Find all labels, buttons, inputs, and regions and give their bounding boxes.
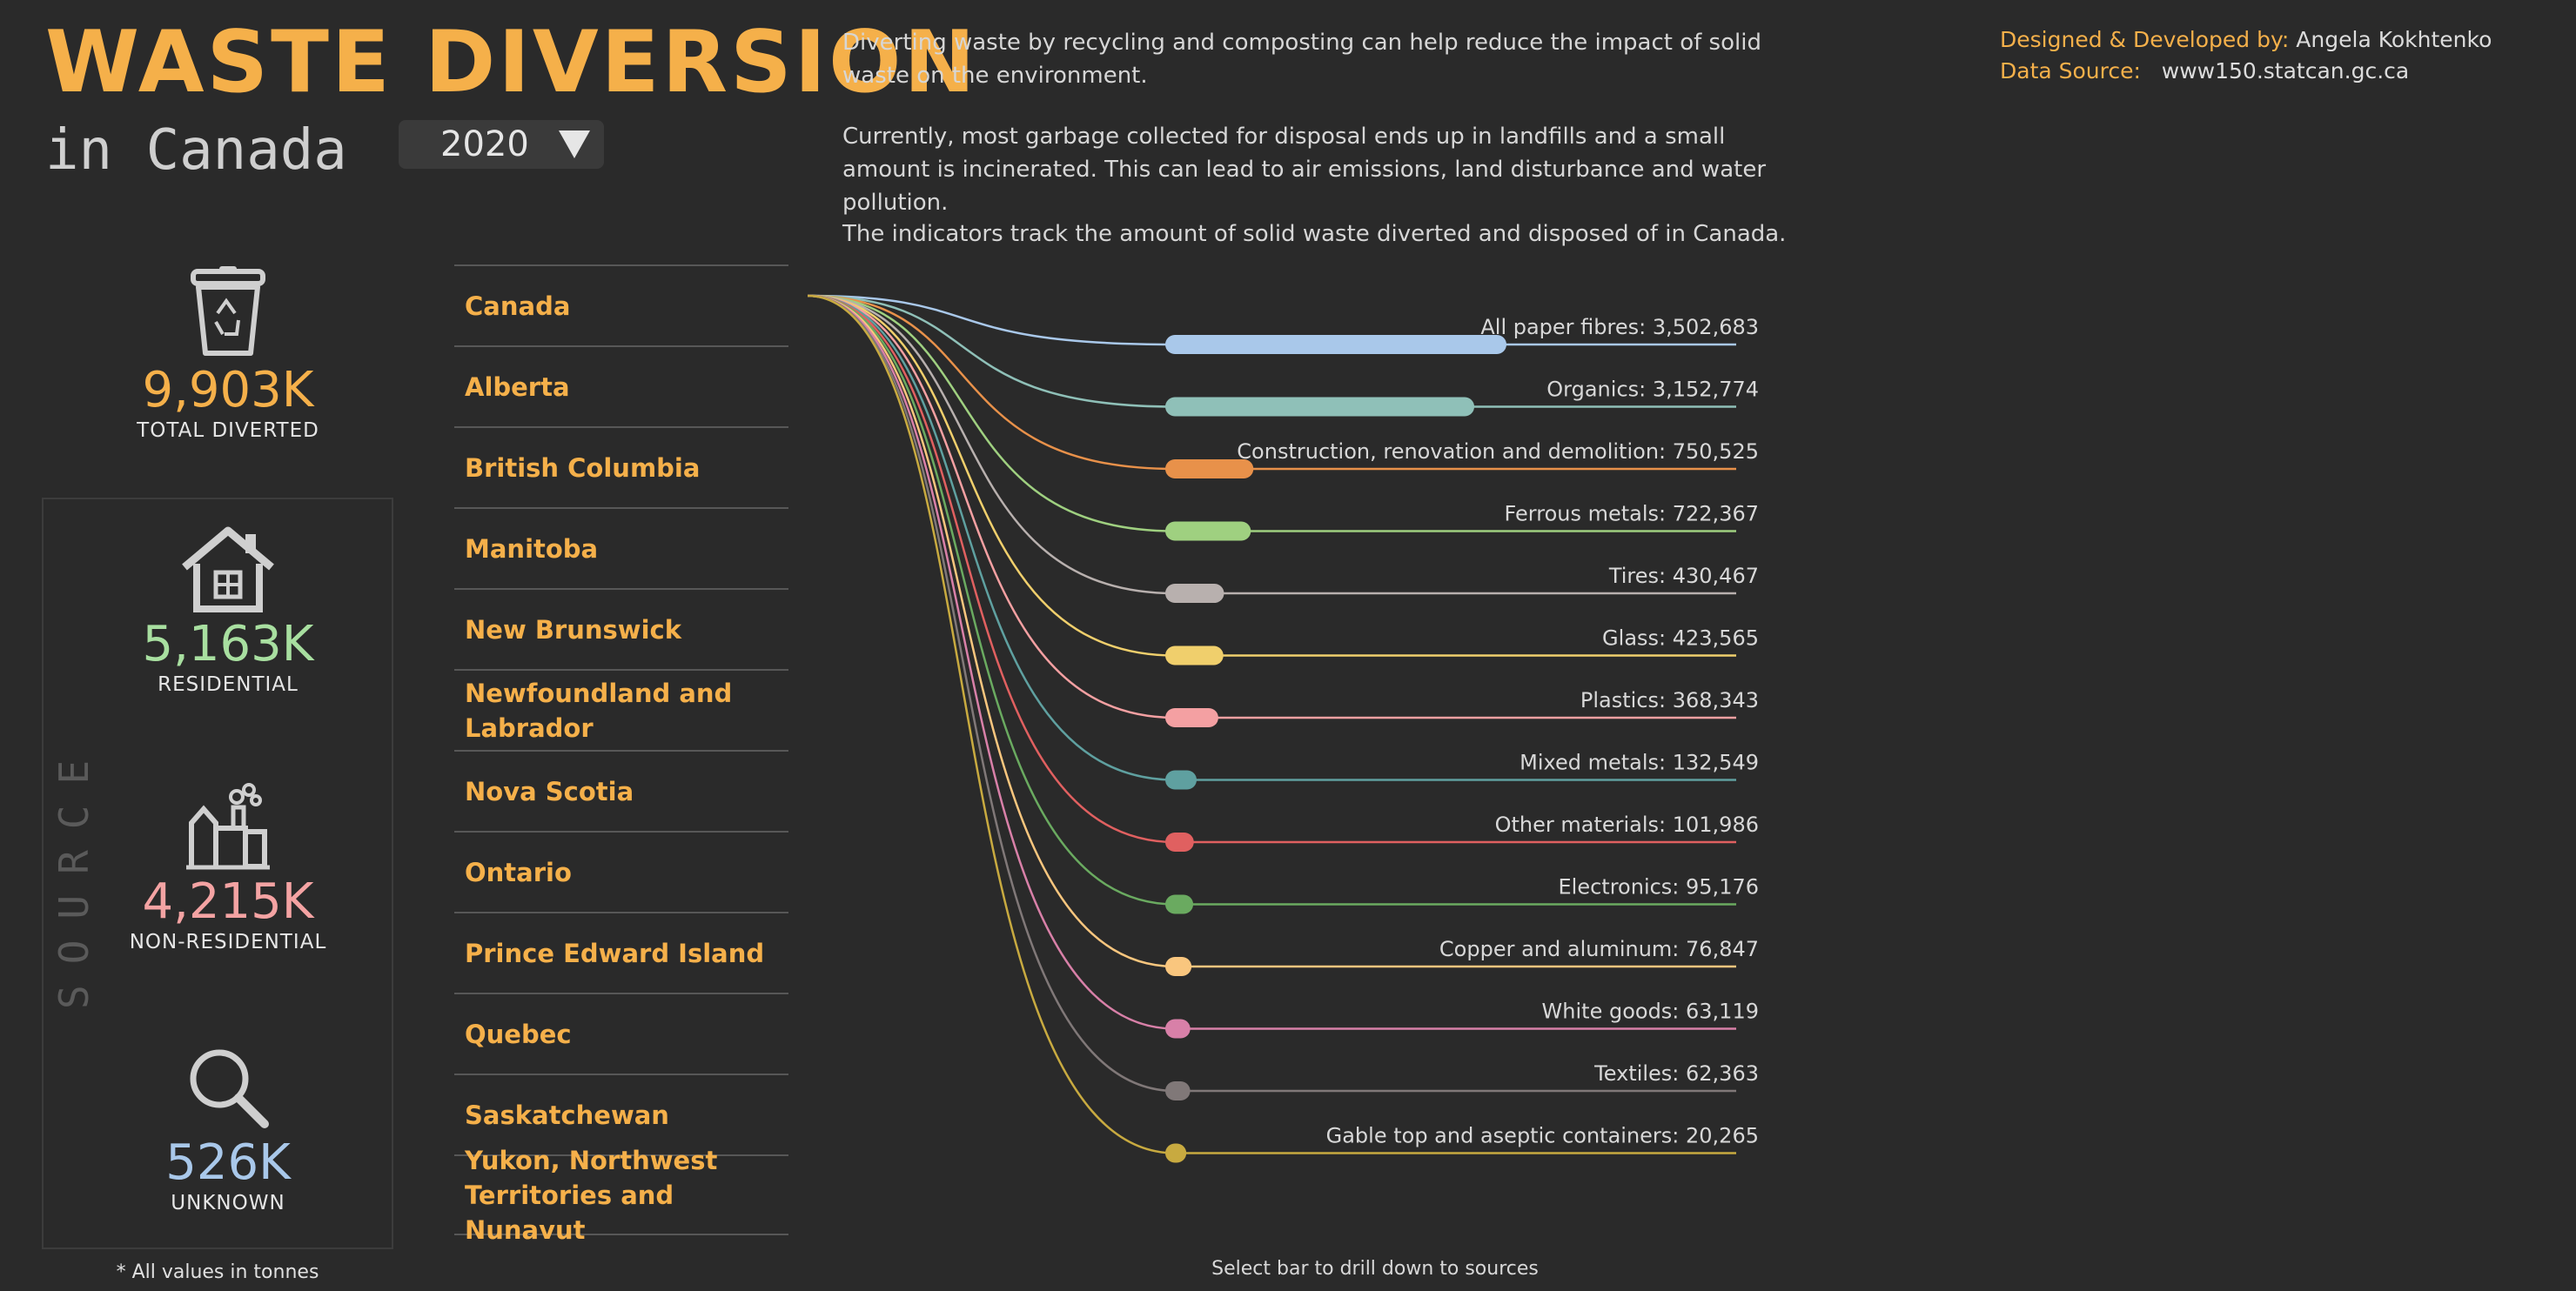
material-bar[interactable] <box>1165 584 1224 603</box>
magnifier-icon <box>190 1049 269 1128</box>
non-residential-stat[interactable]: 4,215K NON-RESIDENTIAL <box>42 783 414 953</box>
page-subtitle: in Canada <box>45 118 347 183</box>
year-dropdown-value: 2020 <box>440 124 529 164</box>
flow-curve <box>807 294 1176 781</box>
drill-down-hint: Select bar to drill down to sources <box>1211 1258 1539 1280</box>
bar-label: White goods: 63,119 <box>1542 1000 1759 1024</box>
bar-label: Ferrous metals: 722,367 <box>1505 502 1759 526</box>
bar-label: Tires: 430,467 <box>1608 564 1759 588</box>
region-item[interactable]: Quebec <box>454 993 788 1074</box>
non-residential-label: NON-RESIDENTIAL <box>129 931 327 953</box>
designed-by-label: Designed & Developed by: <box>2000 27 2290 52</box>
intro-paragraph-1: Diverting waste by recycling and compost… <box>842 30 1761 89</box>
region-item[interactable]: Manitoba <box>454 507 788 588</box>
non-residential-value: 4,215K <box>142 873 314 930</box>
flow-curve <box>807 294 1176 1093</box>
bar-label: Gable top and aseptic containers: 20,265 <box>1326 1124 1759 1148</box>
source-panel <box>42 498 393 1249</box>
region-list: Canada Alberta British Columbia Manitoba New… <box>454 264 788 1245</box>
footnote: * All values in tonnes <box>116 1261 319 1283</box>
region-item[interactable]: Alberta <box>454 345 788 426</box>
flow-curve <box>807 294 1176 471</box>
residential-label: RESIDENTIAL <box>158 673 299 696</box>
bar-label: All paper fibres: 3,502,683 <box>1480 315 1759 339</box>
flow-curve <box>807 294 1176 719</box>
flow-curve <box>807 294 1176 1154</box>
house-icon <box>182 526 274 612</box>
material-bar[interactable] <box>1165 770 1197 790</box>
residential-value: 5,163K <box>142 616 314 672</box>
total-diverted-value: 9,903K <box>142 362 314 418</box>
material-bar[interactable] <box>1165 833 1194 852</box>
region-item[interactable]: Nova Scotia <box>454 750 788 831</box>
flow-curve <box>807 294 1176 657</box>
year-dropdown[interactable]: 2020 <box>399 120 604 169</box>
material-bar[interactable] <box>1165 708 1218 727</box>
region-item[interactable]: Newfoundland and Labrador <box>454 669 788 750</box>
total-diverted-stat[interactable]: 9,903K TOTAL DIVERTED <box>42 266 414 442</box>
region-item[interactable]: Prince Edward Island <box>454 912 788 993</box>
region-item[interactable]: New Brunswick <box>454 588 788 669</box>
region-item[interactable]: Saskatchewan <box>454 1074 788 1154</box>
flow-curve <box>807 294 1176 844</box>
bar-label: Textiles: 62,363 <box>1593 1061 1759 1086</box>
flow-curve <box>807 294 1176 346</box>
credits: Designed & Developed by: Angela Kokhtenk… <box>2000 24 2492 87</box>
flow-curve <box>807 294 1176 532</box>
region-item[interactable]: British Columbia <box>454 426 788 507</box>
flow-curve <box>807 294 1176 968</box>
material-bar[interactable] <box>1165 459 1254 478</box>
triangle-down-icon <box>559 130 590 158</box>
flow-curve <box>807 294 1176 1030</box>
intro-paragraph-3: The indicators track the amount of solid… <box>842 221 1787 247</box>
region-item[interactable]: Ontario <box>454 831 788 912</box>
material-bar[interactable] <box>1165 646 1224 666</box>
material-bar[interactable] <box>1165 397 1475 417</box>
page-title: WASTE DIVERSION <box>45 13 978 112</box>
bar-label: Construction, renovation and demolition:… <box>1237 439 1759 464</box>
flow-curve <box>807 294 1176 906</box>
bar-label: Mixed metals: 132,549 <box>1519 751 1759 775</box>
material-bar[interactable] <box>1165 957 1192 976</box>
material-bar[interactable] <box>1165 1019 1191 1039</box>
flow-curve <box>807 294 1176 408</box>
bar-label: Copper and aluminum: 76,847 <box>1439 937 1759 961</box>
designed-by-value: Angela Kokhtenko <box>2296 27 2492 52</box>
waste-materials-chart: All paper fibres: 3,502,683 Organics: 3,1… <box>807 294 1760 1163</box>
unknown-label: UNKNOWN <box>171 1192 285 1214</box>
material-bar[interactable] <box>1165 894 1194 914</box>
bar-label: Plastics: 368,343 <box>1580 688 1759 712</box>
material-bar[interactable] <box>1165 335 1506 354</box>
bar-label: Glass: 423,565 <box>1602 626 1759 651</box>
bar-label: Electronics: 95,176 <box>1559 875 1760 900</box>
total-diverted-label: TOTAL DIVERTED <box>137 419 319 442</box>
bar-label: Other materials: 101,986 <box>1495 813 1759 837</box>
unknown-stat[interactable]: 526K UNKNOWN <box>42 1044 414 1214</box>
region-item[interactable]: Canada <box>454 264 788 345</box>
material-bar[interactable] <box>1165 1081 1191 1100</box>
material-bar[interactable] <box>1165 1143 1187 1163</box>
factory-icon <box>186 783 270 870</box>
region-item[interactable]: Yukon, Northwest Territories and Nunavut <box>454 1146 788 1245</box>
material-bar[interactable] <box>1165 521 1251 541</box>
data-source-label: Data Source: <box>2000 58 2141 84</box>
flow-curve <box>807 294 1176 595</box>
data-source-link[interactable]: www150.statcan.gc.ca <box>2161 58 2410 84</box>
recycle-bin-icon <box>191 266 265 356</box>
unknown-value: 526K <box>165 1134 291 1191</box>
residential-stat[interactable]: 5,163K RESIDENTIAL <box>42 525 414 696</box>
bar-label: Organics: 3,152,774 <box>1546 378 1759 402</box>
intro-paragraph-2: Currently, most garbage collected for di… <box>842 124 1767 216</box>
